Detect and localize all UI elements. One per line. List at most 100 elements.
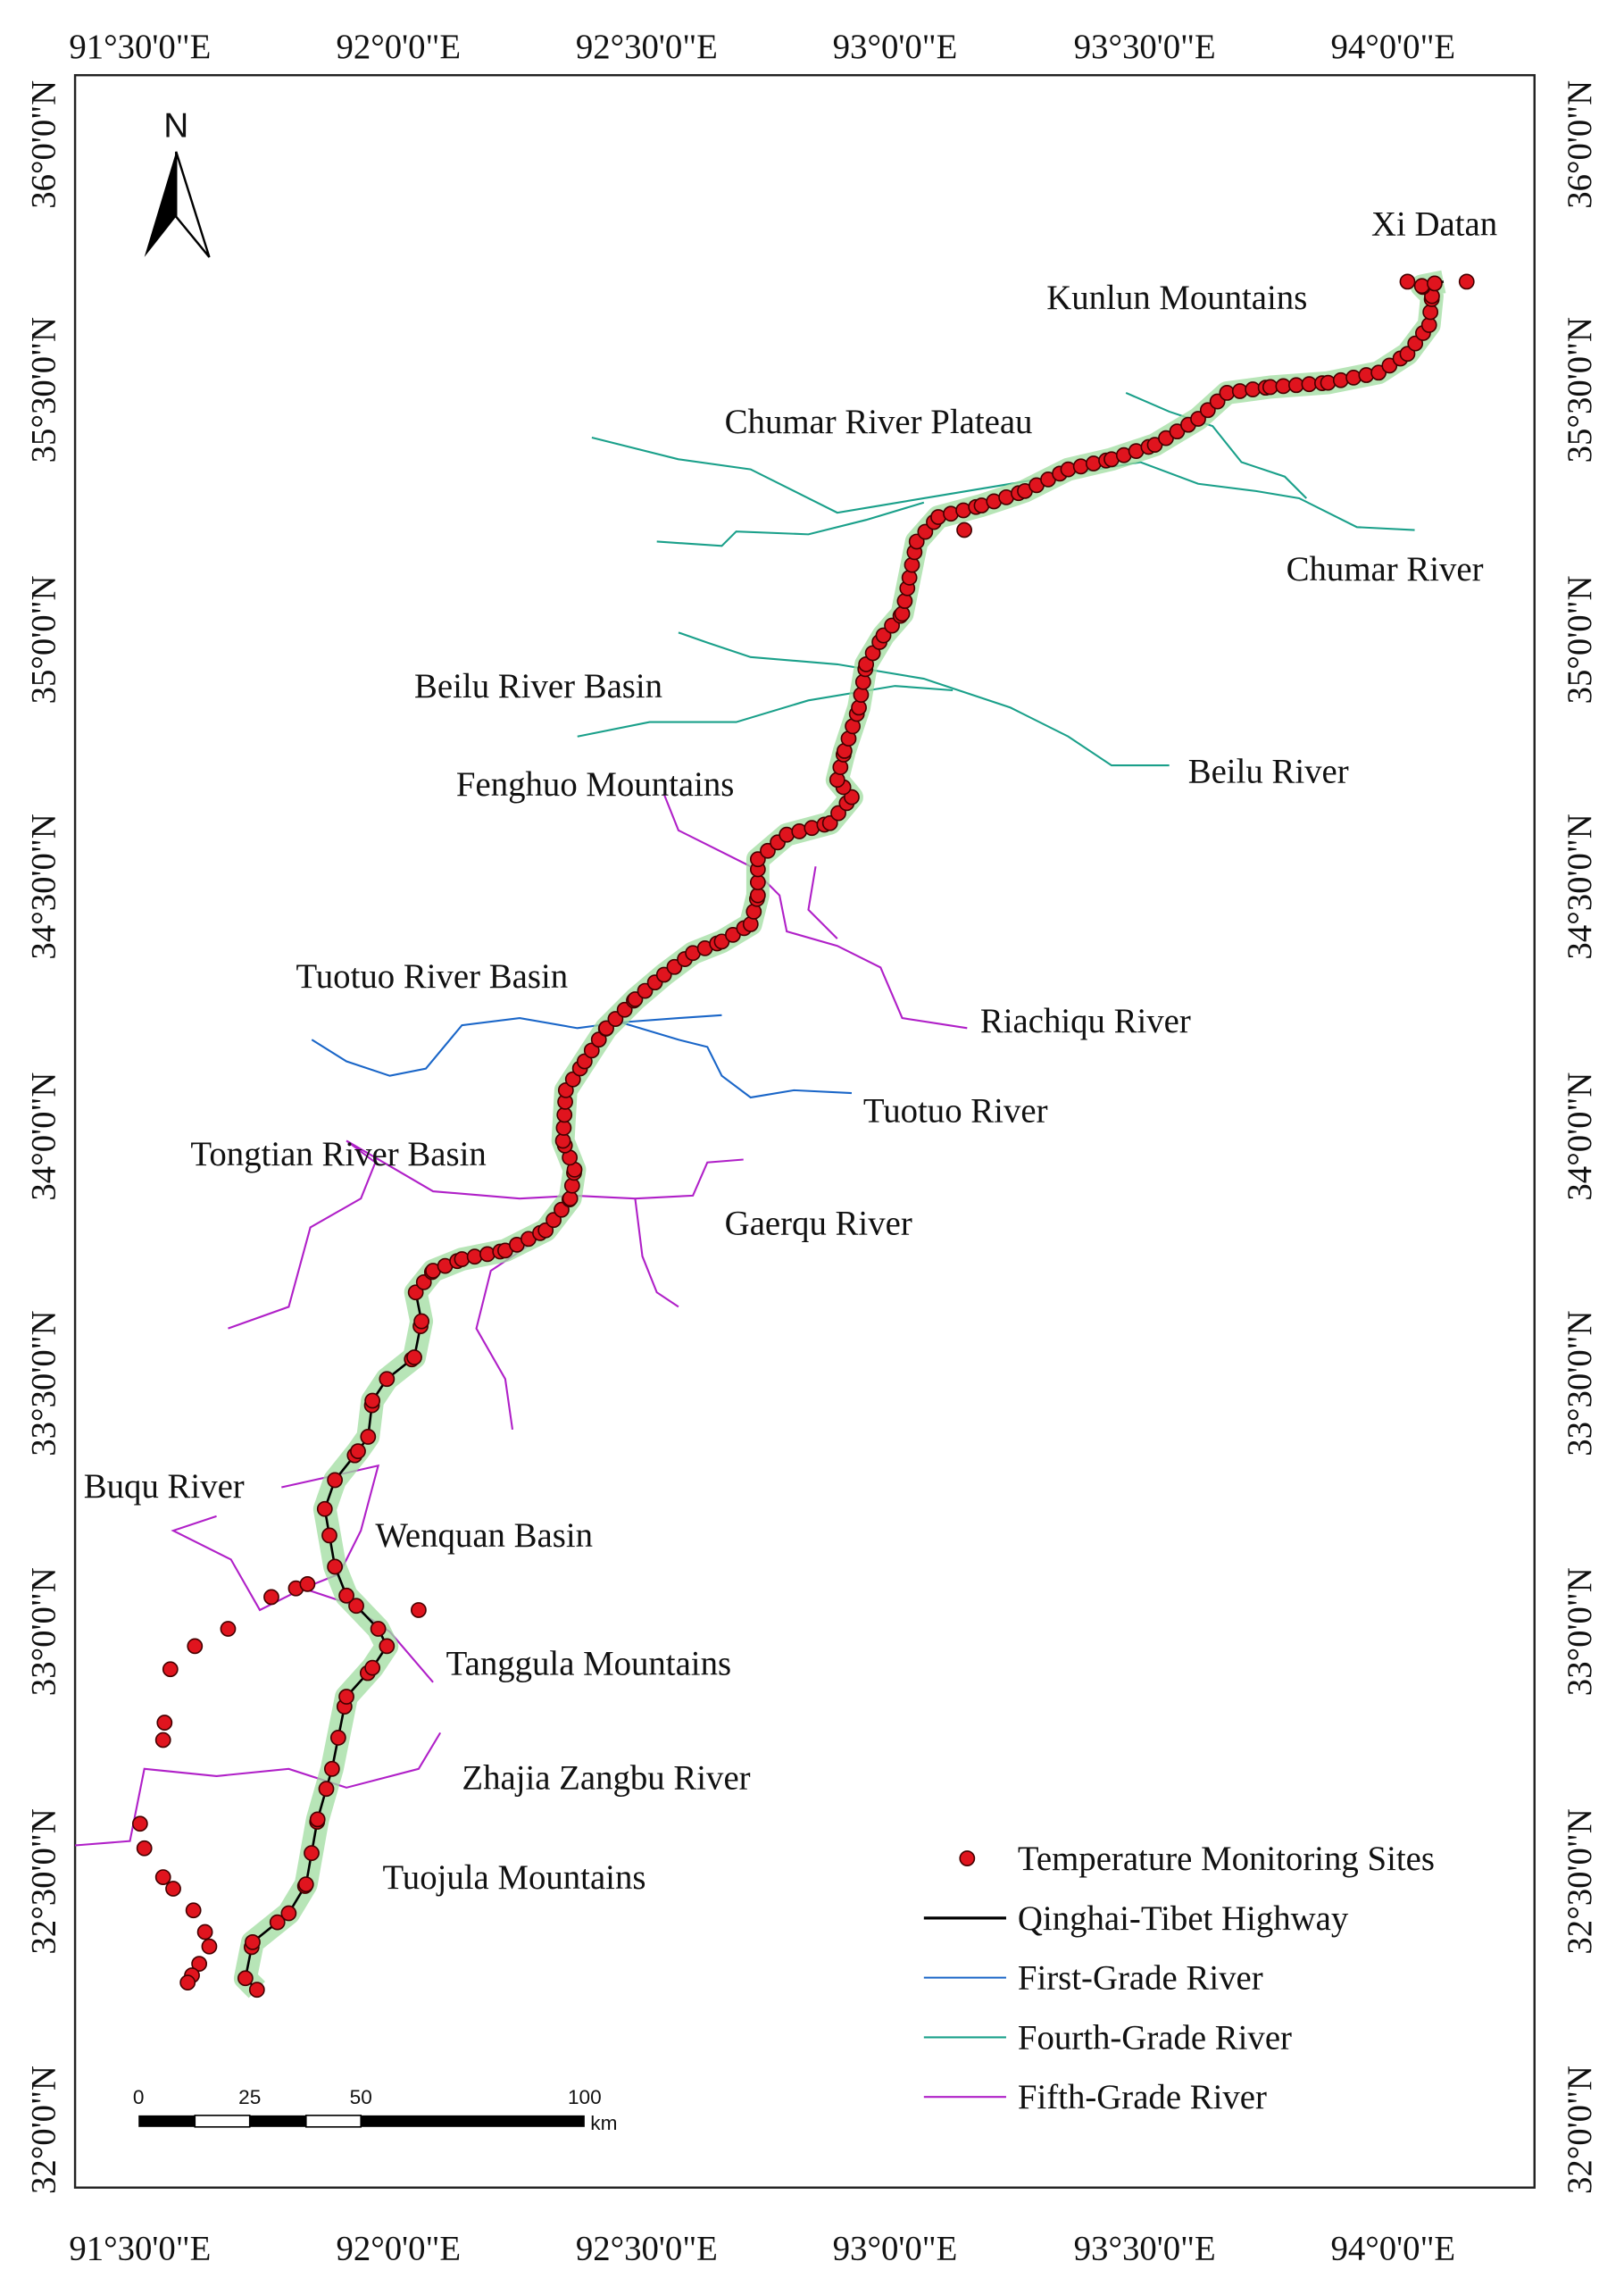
first-grade-river	[620, 1021, 853, 1099]
fifth-grade-river	[807, 866, 838, 939]
monitoring-site	[370, 1621, 387, 1637]
monitoring-site	[327, 1558, 344, 1575]
place-label: Tongtian River Basin	[190, 1135, 486, 1173]
monitoring-site	[1332, 371, 1349, 388]
lat-label: 34°0'0"N	[24, 1072, 62, 1201]
lon-label: 92°30'0"E	[576, 2230, 718, 2268]
lon-label: 94°0'0"E	[1330, 28, 1455, 66]
monitoring-site	[154, 1869, 171, 1885]
scale-label: 0	[133, 2086, 145, 2108]
place-label: Gaerqu River	[725, 1205, 912, 1243]
monitoring-site	[364, 1392, 381, 1409]
lon-label: 93°30'0"E	[1074, 28, 1216, 66]
monitoring-site	[309, 1811, 326, 1828]
monitoring-site	[136, 1840, 153, 1857]
lon-label: 93°0'0"E	[833, 2230, 958, 2268]
lon-label: 94°0'0"E	[1330, 2230, 1455, 2268]
lat-label: 36°0'0"N	[1561, 80, 1599, 209]
monitoring-site	[413, 1313, 430, 1330]
place-label: Chumar River	[1287, 550, 1484, 588]
first-grade-river	[311, 1014, 722, 1077]
lat-label: 35°30'0"N	[24, 317, 62, 463]
fourth-grade-river	[656, 501, 925, 547]
monitoring-sites	[131, 273, 1475, 1999]
monitoring-site	[338, 1689, 354, 1705]
legend-label: First-Grade River	[1018, 1959, 1263, 1998]
place-label: Beilu River Basin	[414, 667, 662, 705]
monitoring-site	[329, 1730, 346, 1746]
place-label: Tuotuo River	[863, 1091, 1048, 1130]
monitoring-site	[956, 522, 972, 538]
monitoring-site	[165, 1881, 181, 1897]
monitoring-site	[576, 1053, 593, 1070]
monitoring-site	[245, 1933, 261, 1950]
place-label: Tuotuo River Basin	[296, 957, 568, 996]
monitoring-site	[131, 1815, 148, 1832]
monitoring-site	[1413, 278, 1430, 295]
place-label: Beilu River	[1188, 752, 1349, 790]
monitoring-site	[1399, 273, 1416, 290]
monitoring-site	[263, 1589, 279, 1606]
lon-label: 93°30'0"E	[1074, 2230, 1216, 2268]
monitoring-site	[1345, 370, 1362, 386]
monitoring-site	[1427, 275, 1443, 292]
monitoring-site	[348, 1598, 364, 1615]
monitoring-site	[562, 1190, 579, 1207]
scale-label: 100	[568, 2086, 602, 2108]
lon-label: 93°0'0"E	[833, 28, 958, 66]
monitoring-site	[248, 1982, 265, 1999]
monitoring-site	[379, 1638, 396, 1655]
lon-label: 92°30'0"E	[576, 28, 718, 66]
lat-label: 32°30'0"N	[1561, 1808, 1599, 1954]
legend-label: Fourth-Grade River	[1018, 2018, 1292, 2057]
lat-label: 33°30'0"N	[1561, 1310, 1599, 1456]
monitoring-site	[1420, 317, 1437, 333]
monitoring-site	[583, 1042, 600, 1059]
monitoring-site	[318, 1781, 335, 1798]
monitoring-site	[479, 1246, 496, 1263]
place-label: Riachiqu River	[980, 1002, 1191, 1040]
monitoring-site	[360, 1429, 377, 1445]
lon-label: 92°0'0"E	[336, 28, 461, 66]
monitoring-site	[406, 1349, 422, 1365]
place-label: Fenghuo Mountains	[456, 765, 734, 804]
monitoring-site	[187, 1638, 204, 1655]
place-label: Wenquan Basin	[375, 1516, 593, 1555]
monitoring-site	[323, 1760, 340, 1777]
monitoring-site	[299, 1575, 316, 1592]
monitoring-site	[185, 1902, 202, 1919]
monitoring-site	[220, 1621, 237, 1637]
monitoring-site	[554, 1132, 571, 1149]
monitoring-site	[1231, 383, 1248, 399]
monitoring-site	[1370, 364, 1387, 381]
monitoring-site	[1407, 335, 1424, 352]
monitoring-site	[1219, 385, 1236, 401]
monitoring-site	[379, 1371, 396, 1388]
monitoring-site	[1399, 346, 1416, 363]
monitoring-site	[350, 1443, 366, 1459]
monitoring-site	[201, 1938, 218, 1955]
monitoring-site	[555, 1120, 572, 1136]
lat-label: 34°30'0"N	[1561, 814, 1599, 959]
monitoring-site	[557, 1081, 574, 1098]
legend-label: Fifth-Grade River	[1018, 2078, 1267, 2116]
lat-label: 36°0'0"N	[24, 80, 62, 209]
lat-label: 34°0'0"N	[1561, 1072, 1599, 1201]
monitoring-site	[1301, 376, 1318, 393]
fifth-grade-river	[74, 1732, 442, 1847]
monitoring-site	[364, 1659, 381, 1676]
place-label: Zhajia Zangbu River	[462, 1758, 750, 1797]
fifth-grade-river	[662, 794, 968, 1030]
place-label: Tuojula Mountains	[382, 1858, 645, 1897]
monitoring-site	[590, 1031, 607, 1048]
lat-label: 35°30'0"N	[1561, 317, 1599, 463]
monitoring-site	[853, 687, 870, 703]
legend-symbol	[959, 1850, 976, 1866]
monitoring-site	[297, 1876, 314, 1893]
monitoring-site	[904, 556, 920, 573]
lat-label: 33°0'0"N	[24, 1567, 62, 1696]
monitoring-site	[316, 1500, 333, 1517]
monitoring-site	[269, 1914, 286, 1931]
lat-label: 32°0'0"N	[24, 2066, 62, 2194]
